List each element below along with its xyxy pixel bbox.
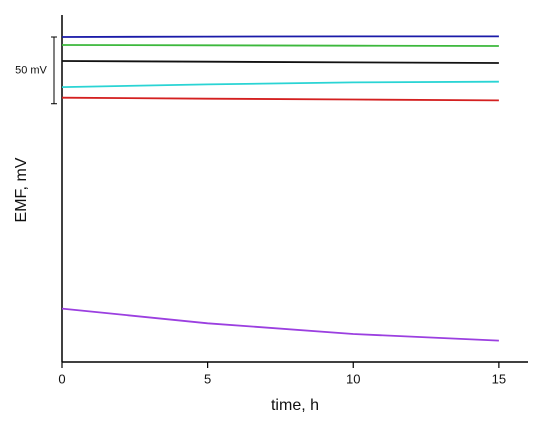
x-tick-label: 5 — [204, 371, 211, 386]
x-tick-label: 0 — [58, 371, 65, 386]
data-line — [61, 96, 499, 102]
x-tick-label: 10 — [346, 371, 360, 386]
data-line — [61, 44, 499, 47]
data-line — [61, 307, 499, 342]
data-line — [61, 60, 499, 64]
y-axis-label: EMF, mV — [13, 157, 30, 222]
x-tick-label: 15 — [492, 371, 506, 386]
x-axis-label: time, h — [271, 397, 319, 414]
scale-bar-label: 50 mV — [15, 64, 47, 76]
data-line — [61, 80, 499, 88]
data-line — [61, 35, 499, 38]
